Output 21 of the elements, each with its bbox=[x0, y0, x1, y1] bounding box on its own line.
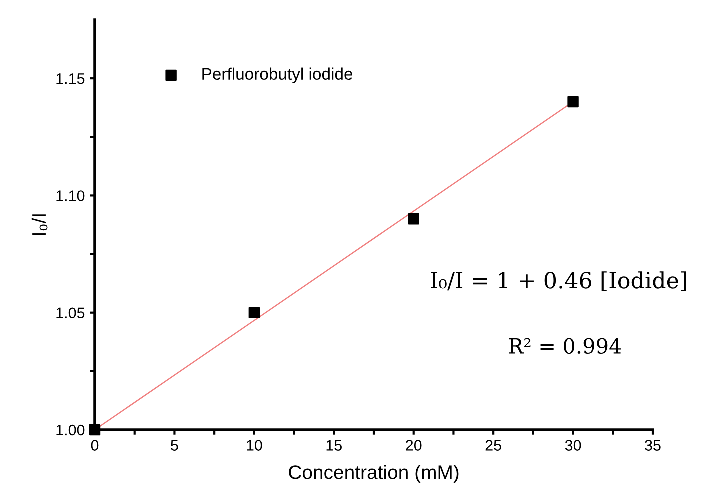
x-tick-label: 10 bbox=[247, 440, 262, 451]
legend-label: Perfluorobutyl iodide bbox=[202, 68, 353, 84]
x-tick-label: 0 bbox=[91, 440, 99, 451]
point bbox=[89, 424, 101, 436]
point bbox=[408, 214, 420, 225]
x-tick-label: 15 bbox=[326, 440, 342, 451]
x-tick-label: 30 bbox=[565, 440, 582, 451]
annotation: R² = 0.994 bbox=[509, 338, 622, 354]
x-tick-label: 35 bbox=[645, 440, 661, 451]
x-tick-label: 5 bbox=[171, 440, 178, 451]
annotation: I₀/I = 1 + 0.46 [Iodide] bbox=[431, 272, 686, 292]
x-tick-label: 20 bbox=[406, 440, 422, 451]
point bbox=[568, 96, 579, 108]
x-tick-label: 25 bbox=[486, 440, 502, 451]
point bbox=[248, 307, 260, 318]
x-axis-title: Concentration (mM) bbox=[289, 465, 459, 484]
y-tick-label: 1.10 bbox=[56, 190, 85, 202]
y-tick-label: 1.05 bbox=[56, 308, 85, 319]
y-axis-title: I₀/I bbox=[32, 214, 48, 236]
y-tick-label: 1.00 bbox=[56, 424, 85, 436]
y-tick-label: 1.15 bbox=[56, 74, 85, 84]
